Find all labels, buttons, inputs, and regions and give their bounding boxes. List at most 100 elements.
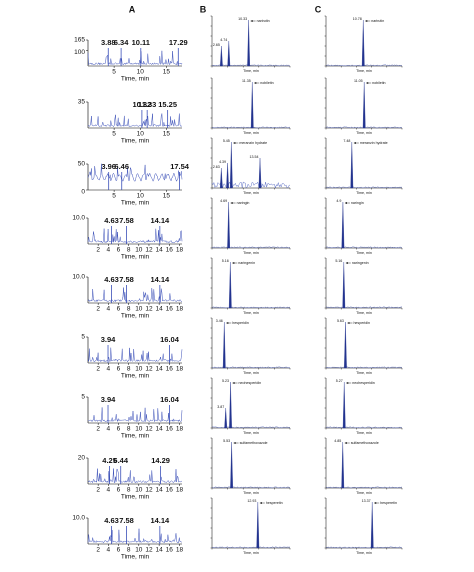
peak-label: 5.16 [335,259,342,263]
label-arrowhead [250,20,253,22]
peak-label: 16.04 [160,395,180,404]
peak [224,407,228,429]
label-arrowhead [233,442,236,444]
x-tick-label: 2 [96,426,100,433]
peak-label: 4.69 [220,199,227,203]
x-axis-title: Time, min [356,431,372,435]
compound-label: hesperidin [232,321,249,325]
trace [211,306,291,309]
y-tick-label: 20 [78,455,86,462]
x-tick-label: 12 [145,366,153,373]
x-tick-label: 12 [145,487,153,494]
label-arrowhead [230,202,233,204]
label-arrowhead [353,142,356,144]
x-tick-label: 14 [156,547,164,554]
x-tick-label: 4 [107,366,111,373]
peak-label: 4.85 [334,439,341,443]
peak-label: 6.44 [113,456,128,465]
compound-label: neohesperidin [239,381,262,385]
x-tick-label: 12 [145,247,153,254]
x-tick-label: 2 [96,366,100,373]
x-tick-label: 8 [127,366,131,373]
x-axis-title: Time, min [243,251,259,255]
peak [230,441,233,489]
peak-label: 5.23 [222,379,229,383]
y-tick-label: 10.0 [72,274,85,281]
x-tick-label: 4 [107,487,111,494]
peak [228,261,232,309]
trace [87,113,183,128]
peak-label: 4.39 [219,160,226,164]
peak-label: 11.05 [354,79,363,83]
peak [229,381,232,429]
x-tick-label: 10 [135,487,143,494]
peak-label: 17.29 [169,38,188,47]
peak-label: 3.87 [217,405,224,409]
trace [325,246,403,249]
peak-label: 16.04 [160,335,180,344]
x-tick-label: 14 [156,426,164,433]
x-axis-title: Time, min [121,313,150,320]
compound-label: sulfamethoxazole [240,441,268,445]
peak [342,381,346,429]
x-tick-label: 4 [107,426,111,433]
peak-label: 15.25 [158,100,177,109]
label-arrowhead [365,20,368,22]
compound-label: neohesperidin [352,381,375,385]
label-arrowhead [232,382,235,384]
x-axis-title: Time, min [356,551,372,555]
x-tick-label: 6 [117,547,121,554]
peak-label: 2.63 [213,165,220,169]
peak-label: 5.63 [337,319,344,323]
peak [341,201,345,249]
peak-label: 4.63 [104,516,119,525]
peak-label: 7.58 [119,216,134,225]
x-axis-title: Time, min [121,554,150,561]
x-tick-label: 18 [176,366,184,373]
x-tick-label: 16 [166,487,174,494]
peak-label: 6.46 [114,162,129,171]
x-axis-title: Time, min [243,371,259,375]
label-arrowhead [344,202,347,204]
label-arrowhead [259,502,262,504]
x-tick-label: 4 [107,306,111,313]
peak-label: 4.25 [102,456,117,465]
peak [362,81,366,129]
peak-label: 14.14 [150,516,170,525]
x-tick-label: 15 [163,131,171,138]
x-tick-label: 2 [96,487,100,494]
compound-label: narirutin [257,19,270,23]
peak [256,501,260,549]
compound-label: naringin [351,201,364,205]
label-arrowhead [374,502,377,504]
label-arrowhead [226,322,229,324]
y-tick-label: 35 [78,99,86,106]
peak-label: 3.94 [101,395,116,404]
x-tick-label: 10 [135,247,143,254]
compound-label: hesperetin [380,501,397,505]
peak [342,261,346,309]
x-tick-label: 16 [166,547,174,554]
x-tick-label: 6 [117,306,121,313]
x-tick-label: 5 [112,69,116,76]
label-arrowhead [232,262,235,264]
x-tick-label: 10 [137,69,145,76]
panel-label: B [200,4,207,14]
x-tick-label: 18 [176,547,184,554]
label-arrowhead [347,322,350,324]
peak-label: 4.9 [336,199,341,203]
y-tick-label: 165 [74,37,85,44]
peak-label: 3.46 [216,319,223,323]
peak [220,45,223,67]
peak-label: 10.11 [132,38,150,47]
x-tick-label: 10 [135,366,143,373]
x-tick-label: 8 [127,426,131,433]
x-axis-title: Time, min [121,494,150,501]
trace [87,528,183,544]
x-axis-title: Time, min [121,76,150,83]
peak-label: 14.14 [150,275,170,284]
x-tick-label: 18 [176,426,184,433]
compound-label: naringin [237,201,250,205]
y-tick-label: 10.0 [72,515,85,522]
